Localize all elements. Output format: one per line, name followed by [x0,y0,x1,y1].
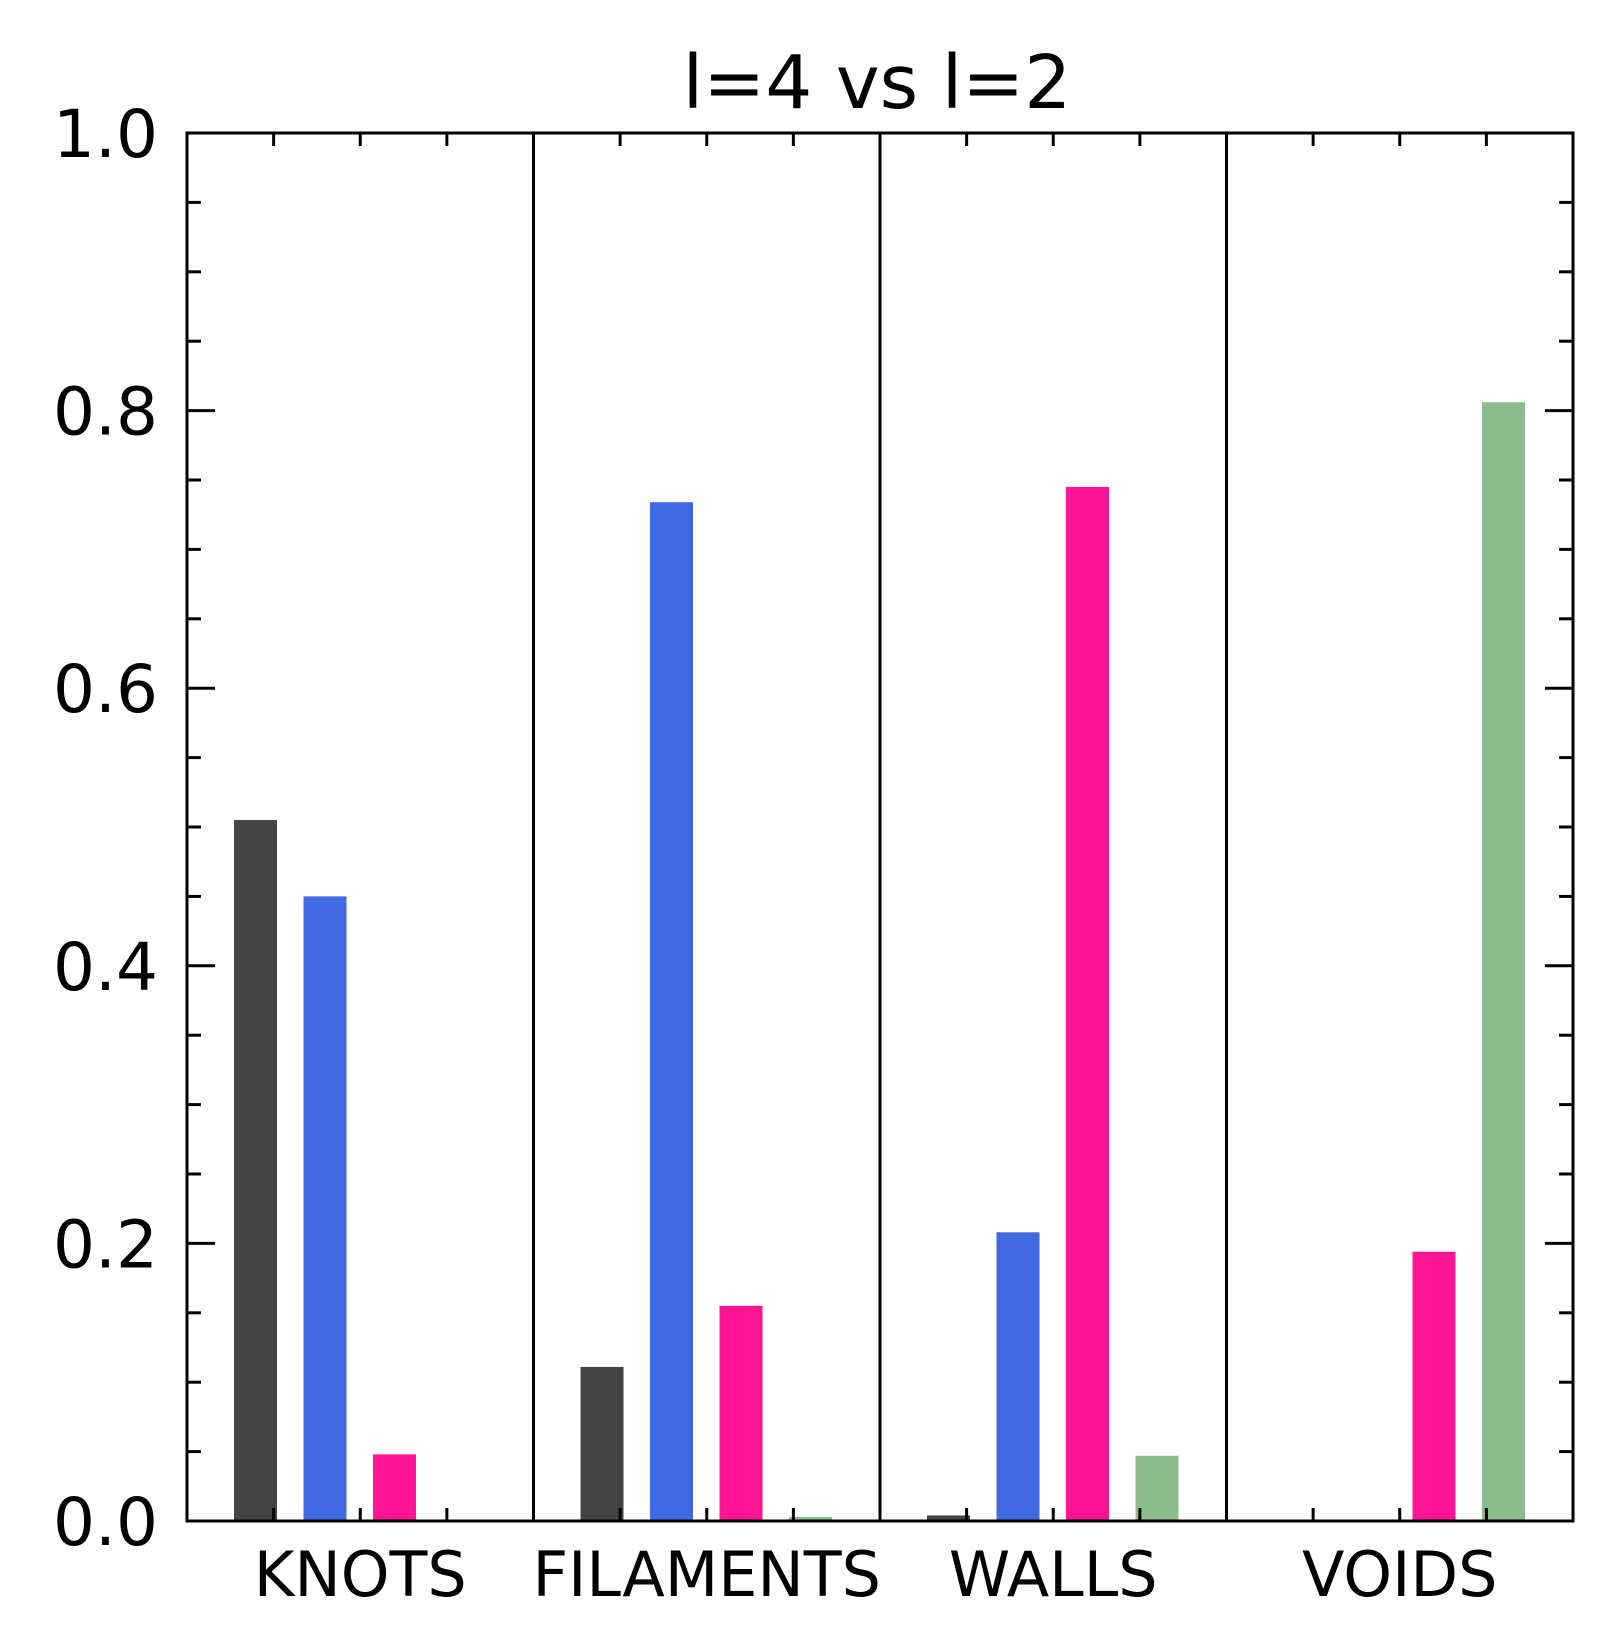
bar-knots-3 [373,1454,416,1521]
y-tick-label: 0.4 [53,929,158,1006]
bar-filaments-1 [580,1366,624,1521]
category-label-filaments: FILAMENTS [532,1538,881,1611]
bar-knots-1 [234,820,277,1521]
bar-voids-4 [1482,402,1525,1522]
y-tick-label: 0.2 [53,1206,158,1283]
category-label-knots: KNOTS [254,1538,467,1611]
bar-filaments-4 [789,1516,832,1521]
bar-walls-2 [996,1232,1040,1521]
bar-voids-3 [1412,1251,1456,1521]
y-tick-label: 0.0 [53,1484,158,1561]
bar-walls-1 [927,1515,970,1521]
y-tick-label: 0.8 [53,374,158,451]
y-tick-label: 0.6 [53,651,158,728]
bar-walls-3 [1066,486,1109,1522]
y-axis: 0.0 0.2 0.4 0.6 0.8 1.0 [53,96,1573,1561]
bars-layer [234,402,1525,1522]
y-tick-label: 1.0 [53,96,158,173]
category-label-walls: WALLS [949,1538,1158,1611]
bar-filaments-3 [719,1305,763,1521]
chart-title: l=4 vs l=2 [683,40,1072,126]
category-label-voids: VOIDS [1302,1538,1498,1611]
bar-knots-2 [303,896,347,1521]
plot-frame [185,131,1575,1523]
x-axis: KNOTS FILAMENTS WALLS VOIDS [254,1538,1498,1611]
bar-walls-4 [1135,1455,1179,1521]
bar-filaments-2 [650,502,693,1521]
